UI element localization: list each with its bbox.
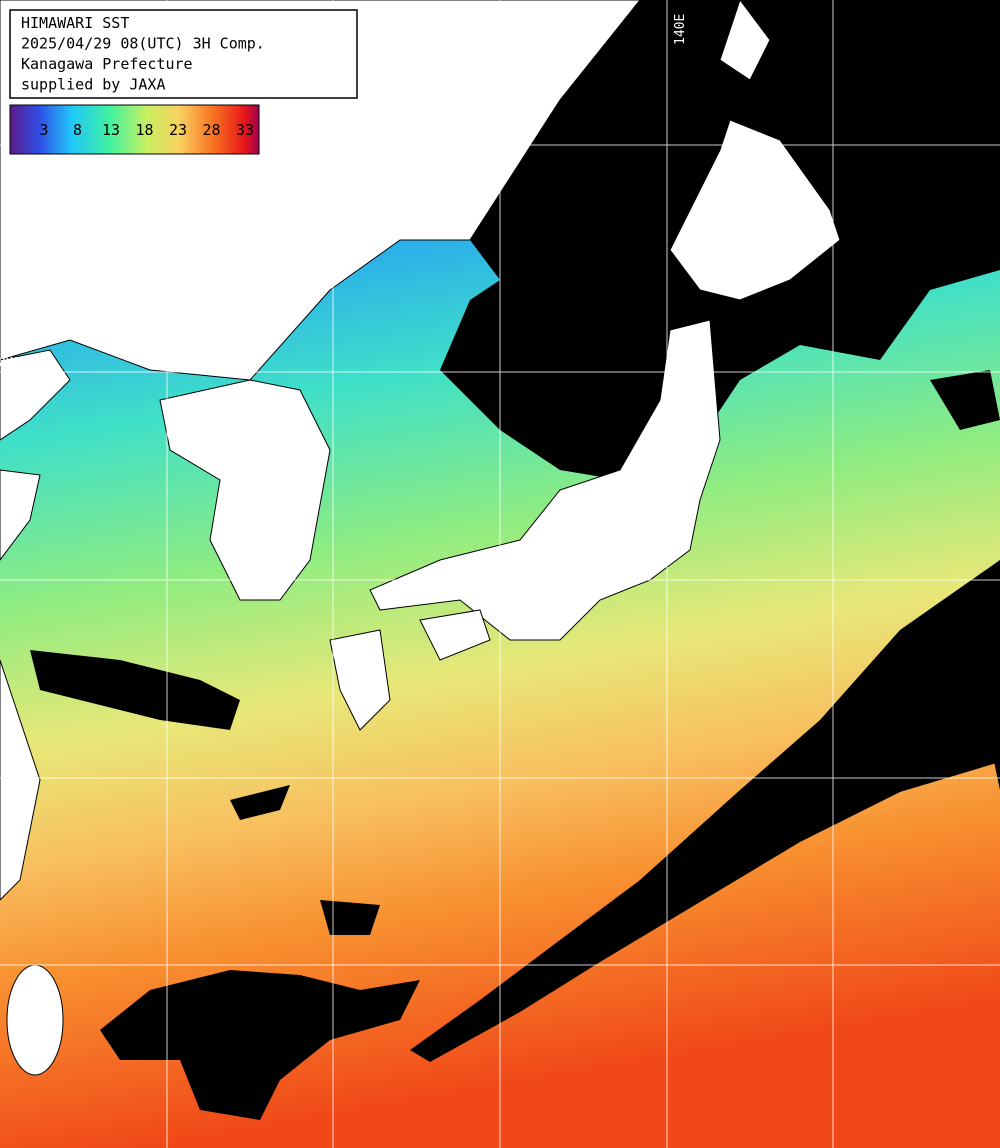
header: HIMAWARI SST 2025/04/29 08(UTC) 3H Comp. K… — [21, 14, 265, 94]
header-line: supplied by JAXA — [21, 76, 166, 94]
header-box — [9, 9, 358, 99]
colorbar-tick-label: 18 — [135, 121, 153, 139]
colorbar-tick-label: 8 — [73, 121, 82, 139]
colorbar-ticks: 3 8 13 18 23 28 33 — [39, 121, 254, 139]
colorbar-tick-label: 23 — [169, 121, 187, 139]
header-line: Kanagawa Prefecture — [21, 55, 193, 73]
header-line: 2025/04/29 08(UTC) 3H Comp. — [21, 35, 265, 53]
longitude-label: 140E — [673, 14, 688, 45]
colorbar-tick-label: 3 — [39, 121, 48, 139]
header-line: HIMAWARI SST — [21, 14, 129, 32]
colorbar-tick-label: 33 — [236, 121, 254, 139]
colorbar-tick-label: 28 — [202, 121, 220, 139]
colorbar — [9, 104, 260, 155]
latitude-label: 30N — [0, 356, 17, 371]
colorbar-tick-label: 13 — [102, 121, 120, 139]
